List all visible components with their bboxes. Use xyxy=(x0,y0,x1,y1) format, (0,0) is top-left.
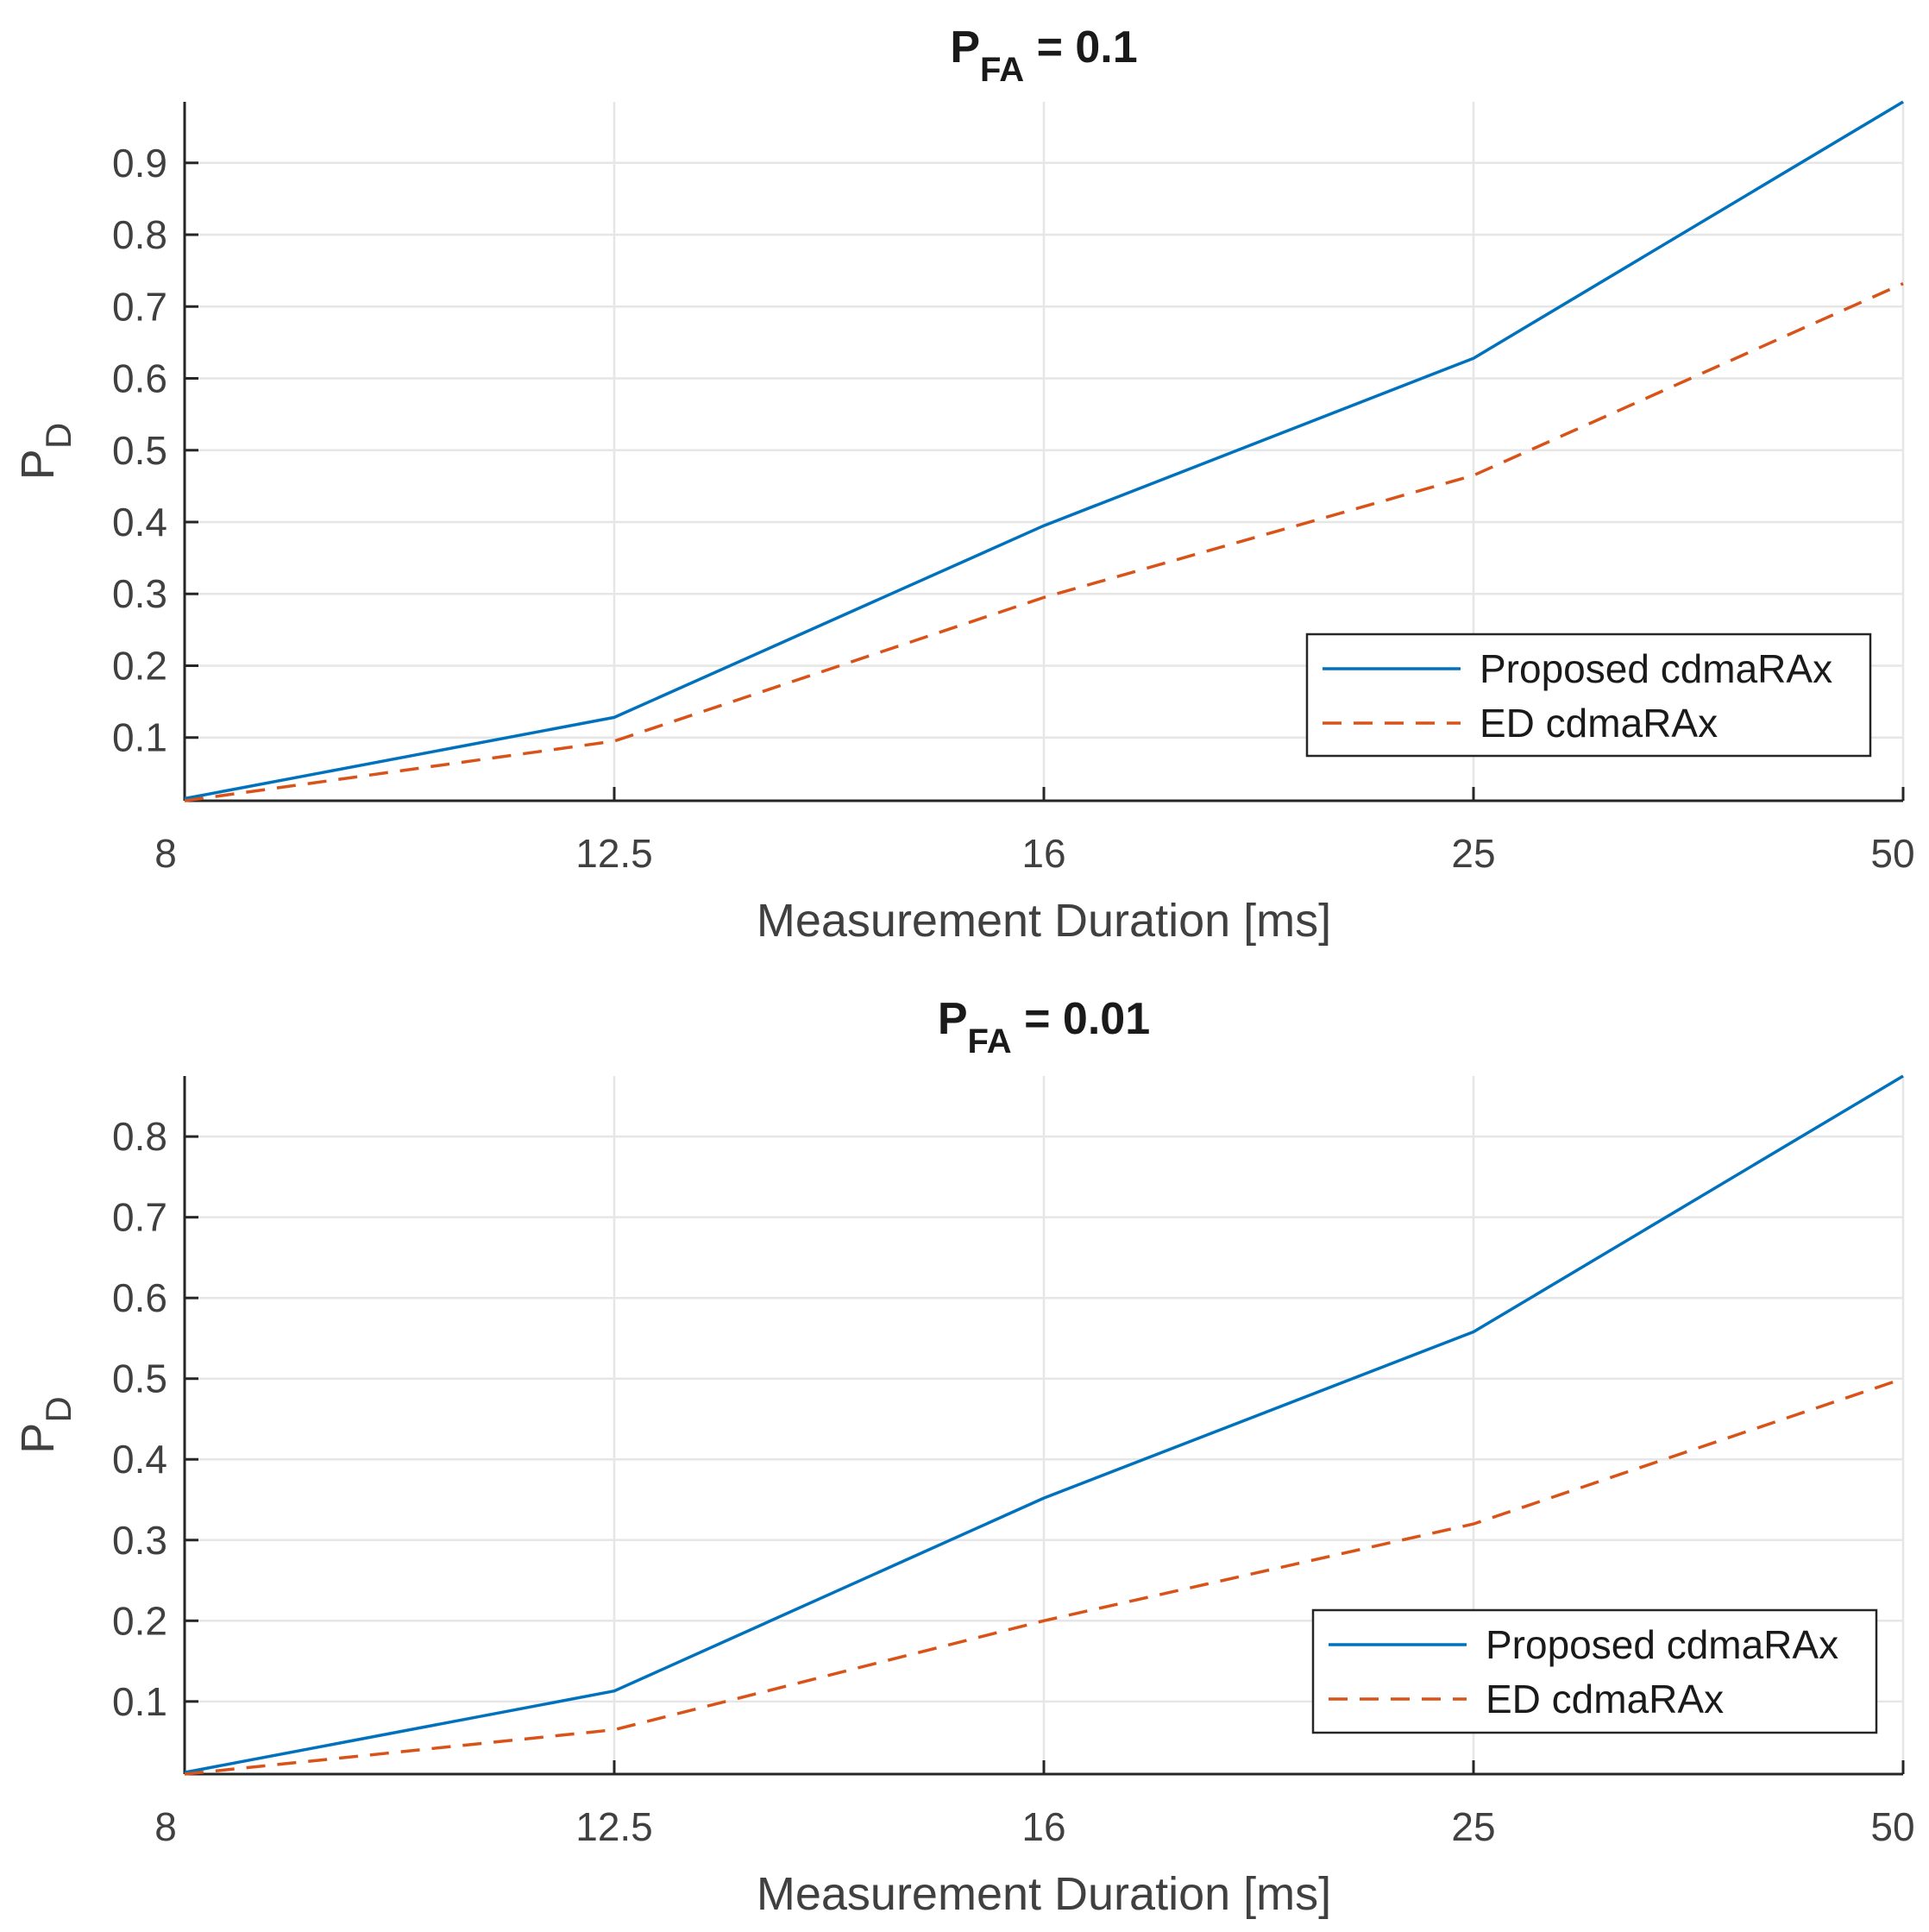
y-tick-label: 0.8 xyxy=(112,212,167,257)
y-tick-label: 0.6 xyxy=(112,356,167,401)
title-sub: FA xyxy=(980,51,1024,89)
y-tick-label: 0.2 xyxy=(112,643,167,688)
y-axis-label: PD xyxy=(12,1396,79,1453)
legend-box xyxy=(1311,1608,1878,1734)
x-tick-label: 8 xyxy=(154,831,177,876)
y-tick-label: 0.9 xyxy=(112,141,167,186)
ylabel-main: P xyxy=(12,1423,64,1454)
x-tick-label: 16 xyxy=(1021,831,1065,876)
y-tick-label: 0.4 xyxy=(112,1437,167,1482)
chart-title: PFA = 0.01 xyxy=(938,994,1150,1060)
legend: Proposed cdmaRAx ED cdmaRAx xyxy=(1311,1608,1878,1734)
legend-entry-label: ED cdmaRAx xyxy=(1480,701,1718,746)
y-tick-label: 0.3 xyxy=(112,571,167,616)
title-main: P xyxy=(938,994,968,1044)
chart-panel-1: 0.10.20.30.40.50.60.70.80.98 12.5 16 25 50PF… xyxy=(12,22,1915,947)
y-tick-label: 0.1 xyxy=(112,715,167,760)
y-axis-label: PD xyxy=(12,423,79,480)
x-tick-label: 16 xyxy=(1021,1804,1065,1849)
x-axis-label: Measurement Duration [ms] xyxy=(757,895,1331,947)
series-line-ed xyxy=(184,1377,1904,1776)
legend-entry-label: Proposed cdmaRAx xyxy=(1486,1622,1838,1667)
y-tick-label: 0.7 xyxy=(112,1195,167,1240)
ylabel-main: P xyxy=(12,449,64,480)
legend-box xyxy=(1305,632,1872,758)
x-tick-label: 50 xyxy=(1870,1804,1914,1849)
ylabel-sub: D xyxy=(38,423,79,449)
x-tick-label: 25 xyxy=(1451,831,1495,876)
ylabel-sub: D xyxy=(38,1396,79,1422)
y-tick-label: 0.5 xyxy=(112,428,167,473)
x-tick-label: 12.5 xyxy=(575,1804,653,1849)
y-tick-label: 0.1 xyxy=(112,1679,167,1724)
x-axis-label: Measurement Duration [ms] xyxy=(757,1868,1331,1920)
y-tick-label: 0.4 xyxy=(112,500,167,544)
title-sub: FA xyxy=(968,1023,1012,1060)
y-tick-label: 0.8 xyxy=(112,1114,167,1159)
y-tick-label: 0.3 xyxy=(112,1518,167,1563)
title-suffix: = 0.01 xyxy=(1012,994,1150,1044)
y-tick-label: 0.5 xyxy=(112,1356,167,1401)
series-line-proposed xyxy=(184,100,1904,801)
y-tick-label: 0.6 xyxy=(112,1275,167,1320)
title-main: P xyxy=(950,22,980,72)
x-tick-label: 8 xyxy=(154,1804,177,1849)
legend-entry-label: ED cdmaRAx xyxy=(1486,1677,1724,1721)
series-line-ed xyxy=(184,282,1904,802)
y-tick-label: 0.7 xyxy=(112,284,167,329)
legend: Proposed cdmaRAx ED cdmaRAx xyxy=(1305,632,1872,758)
y-tick-label: 0.2 xyxy=(112,1598,167,1643)
series-line-proposed xyxy=(184,1074,1904,1774)
chart-title: PFA = 0.1 xyxy=(950,22,1137,89)
legend-entry-label: Proposed cdmaRAx xyxy=(1480,646,1832,691)
title-suffix: = 0.1 xyxy=(1024,22,1138,72)
x-tick-label: 50 xyxy=(1870,831,1914,876)
x-tick-label: 25 xyxy=(1451,1804,1495,1849)
x-tick-label: 12.5 xyxy=(575,831,653,876)
